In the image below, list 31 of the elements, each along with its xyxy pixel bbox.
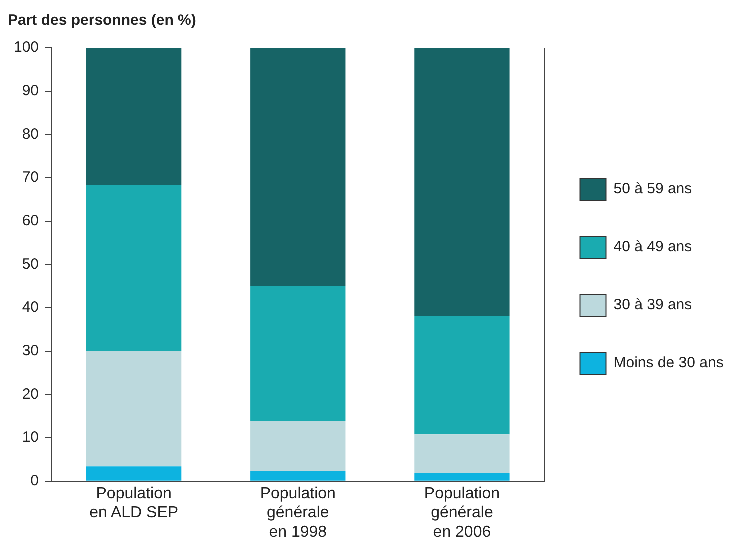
y-tick-label: 20 (22, 386, 40, 403)
y-tick-label: 90 (22, 82, 40, 100)
bar (414, 473, 510, 481)
y-tick-label: 0 (30, 472, 40, 490)
bar (86, 351, 182, 467)
bar (250, 421, 346, 471)
y-tick-label: 50 (22, 256, 40, 273)
y-tick-label: 30 (22, 342, 40, 360)
bar (414, 48, 510, 316)
legend-label: Moins de 30 ans (614, 354, 724, 372)
y-tick-label: 60 (22, 212, 40, 230)
y-tick-label: 10 (22, 429, 40, 446)
bar (250, 286, 346, 422)
bar (414, 316, 510, 435)
y-tick-label: 80 (22, 126, 40, 143)
bar (250, 471, 346, 481)
legend-label: 40 à 49 ans (614, 238, 692, 256)
x-tick-label: Population générale en 2006 (424, 485, 500, 541)
legend-label: 30 à 39 ans (614, 296, 692, 314)
y-tick-label: 100 (14, 39, 40, 56)
bar (414, 434, 510, 474)
bar (250, 48, 346, 286)
bar (86, 185, 182, 352)
x-tick-label: Population générale en 1998 (260, 485, 336, 541)
bar (86, 466, 182, 481)
y-tick-label: 40 (22, 299, 40, 316)
x-tick-label: Population en ALD SEP (90, 485, 179, 522)
chart-title: Part des personnes (en %) (8, 12, 196, 30)
y-tick-label: 70 (22, 169, 40, 186)
bar (86, 48, 182, 186)
legend-label: 50 à 59 ans (614, 180, 692, 198)
